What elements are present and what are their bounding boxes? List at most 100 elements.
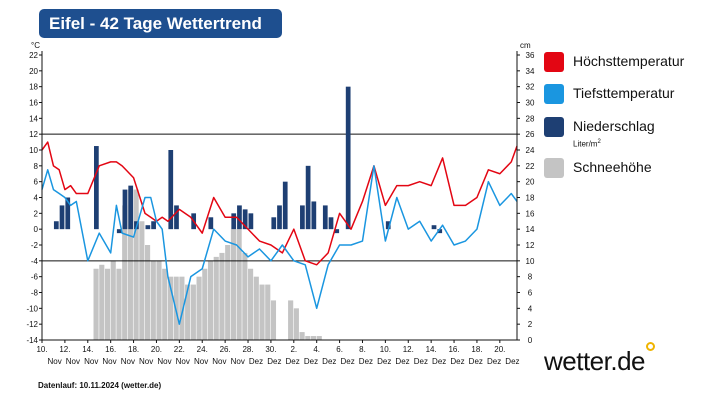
x-tick-month-label: Nov bbox=[121, 357, 135, 366]
legend-swatch-blue bbox=[544, 84, 564, 104]
x-tick-month-label: Nov bbox=[84, 357, 98, 366]
x-tick-day-label: 12. bbox=[59, 345, 70, 354]
x-tick-month-label: Nov bbox=[139, 357, 153, 366]
snow-depth-bar bbox=[150, 260, 156, 340]
x-tick-month-label: Dez bbox=[505, 357, 519, 366]
snow-depth-bar bbox=[167, 276, 174, 340]
right-tick-label: 30 bbox=[526, 99, 535, 108]
x-tick-day-label: 22. bbox=[174, 345, 185, 354]
right-tick-label: 8 bbox=[528, 273, 533, 282]
x-tick-day-label: 6. bbox=[336, 345, 343, 354]
snow-depth-bar bbox=[242, 252, 248, 340]
precipitation-bar bbox=[322, 205, 328, 230]
x-tick-day-label: 14. bbox=[426, 345, 437, 354]
snow-depth-bar bbox=[196, 276, 202, 340]
x-tick-day-label: 26. bbox=[220, 345, 231, 354]
x-tick-day-label: 10. bbox=[36, 345, 47, 354]
snow-depth-bar bbox=[293, 308, 299, 340]
snow-depth-bar bbox=[288, 300, 294, 340]
x-tick-day-label: 24. bbox=[197, 345, 208, 354]
left-tick-label: -6 bbox=[31, 273, 39, 282]
snow-depth-bar bbox=[207, 260, 214, 340]
x-tick-day-label: 28. bbox=[242, 345, 253, 354]
snow-depth-bar bbox=[219, 252, 225, 340]
snow-depth-bar bbox=[305, 336, 311, 340]
legend-label: Höchsttemperatur bbox=[573, 53, 685, 69]
axes bbox=[41, 51, 518, 341]
precipitation-bar bbox=[116, 229, 122, 234]
precipitation-bar bbox=[300, 205, 305, 230]
precipitation-bar bbox=[431, 225, 437, 230]
precipitation-bar bbox=[174, 205, 179, 230]
legend-unit: Liter/m2 bbox=[573, 139, 601, 149]
x-tick-day-label: 30. bbox=[265, 345, 276, 354]
left-tick-label: 18 bbox=[29, 83, 38, 92]
precipitation-bars bbox=[53, 86, 443, 234]
right-tick-label: 24 bbox=[526, 146, 535, 155]
x-tick-day-label: 16. bbox=[448, 345, 459, 354]
snow-depth-bar bbox=[179, 276, 185, 340]
right-tick-label: 4 bbox=[528, 304, 533, 313]
legend-swatch-navy bbox=[544, 117, 564, 137]
x-tick-day-label: 12. bbox=[403, 345, 414, 354]
precipitation-bar bbox=[242, 209, 248, 230]
precipitation-bar bbox=[282, 181, 288, 230]
x-tick-day-label: 8. bbox=[359, 345, 366, 354]
brand-dot-icon bbox=[646, 342, 655, 351]
precipitation-bar bbox=[53, 221, 59, 230]
left-axis-unit: °C bbox=[31, 41, 40, 50]
left-tick-label: -12 bbox=[26, 320, 38, 329]
x-tick-day-label: 16. bbox=[105, 345, 116, 354]
snow-depth-bar bbox=[248, 268, 254, 340]
precipitation-bar bbox=[168, 150, 174, 230]
left-tick-label: -8 bbox=[31, 289, 39, 298]
x-tick-month-label: Dez bbox=[249, 357, 263, 366]
right-tick-label: 0 bbox=[528, 336, 533, 345]
x-tick-month-label: Dez bbox=[487, 357, 501, 366]
temperature-lines bbox=[41, 141, 518, 325]
left-tick-label: 8 bbox=[34, 162, 39, 171]
data-run-note: Datenlauf: 10.11.2024 (wetter.de) bbox=[38, 381, 162, 390]
left-tick-label: -4 bbox=[31, 257, 39, 266]
x-tick-day-label: 20. bbox=[151, 345, 162, 354]
right-tick-label: 36 bbox=[526, 51, 535, 60]
left-tick-label: 12 bbox=[29, 130, 38, 139]
x-tick-month-label: Dez bbox=[450, 357, 464, 366]
left-tick-label: -2 bbox=[31, 241, 39, 250]
x-tick-day-label: 4. bbox=[313, 345, 320, 354]
snow-depth-bar bbox=[265, 284, 271, 340]
left-tick-label: -14 bbox=[26, 336, 38, 345]
precipitation-bar bbox=[345, 86, 351, 230]
left-tick-label: 20 bbox=[29, 67, 38, 76]
right-tick-label: 10 bbox=[526, 257, 535, 266]
snow-depth-bar bbox=[162, 268, 168, 340]
snow-depth-bar bbox=[225, 245, 231, 340]
left-tick-label: 6 bbox=[34, 178, 39, 187]
snow-depth-bar bbox=[202, 268, 208, 340]
precipitation-bar bbox=[208, 217, 214, 230]
left-tick-label: 22 bbox=[29, 51, 38, 60]
snow-depth-bar bbox=[253, 276, 259, 340]
left-tick-label: 10 bbox=[29, 146, 38, 155]
x-tick-month-label: Nov bbox=[194, 357, 208, 366]
snow-depth-bar bbox=[116, 268, 122, 340]
precipitation-bar bbox=[311, 201, 317, 230]
right-tick-label: 22 bbox=[526, 162, 535, 171]
snow-depth-bar bbox=[139, 221, 145, 340]
x-tick-month-label: Nov bbox=[47, 357, 61, 366]
right-tick-label: 16 bbox=[526, 209, 535, 218]
left-tick-label: 14 bbox=[29, 114, 38, 123]
snow-depth-area-layer bbox=[93, 189, 322, 340]
precipitation-bar bbox=[237, 205, 242, 230]
precipitation-bar bbox=[334, 229, 340, 234]
snow-depth-bar bbox=[316, 336, 322, 340]
snow-depth-bar bbox=[133, 189, 139, 340]
x-tick-month-label: Dez bbox=[304, 357, 318, 366]
snow-depth-bar bbox=[145, 245, 151, 340]
legend-swatch-red bbox=[544, 52, 564, 72]
legend-swatch-gray bbox=[544, 158, 564, 178]
snow-depth-bar bbox=[122, 205, 128, 340]
x-tick-month-label: Nov bbox=[157, 357, 171, 366]
precipitation-bar bbox=[65, 197, 71, 230]
